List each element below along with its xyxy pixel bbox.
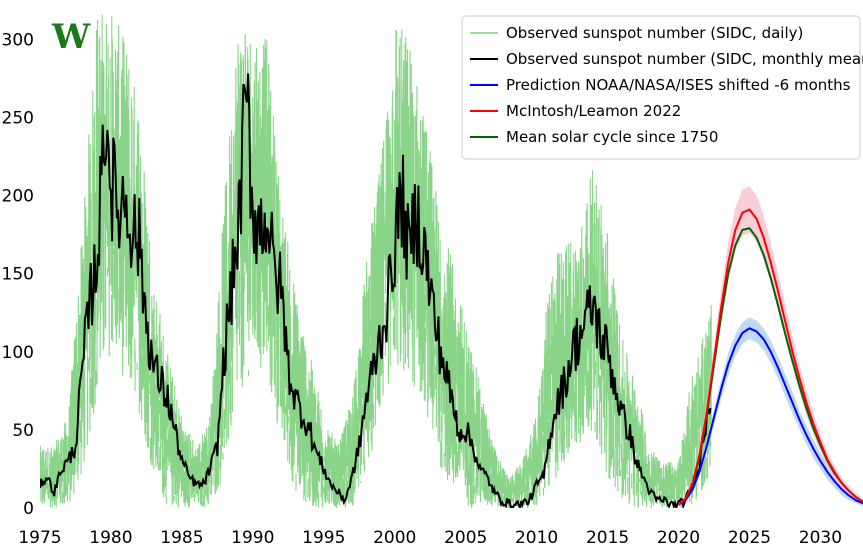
y-tick-label: 250	[2, 108, 34, 128]
x-tick-label: 1990	[231, 528, 274, 548]
x-tick-label: 2030	[799, 528, 842, 548]
legend-label: Observed sunspot number (SIDC, daily)	[506, 24, 803, 42]
x-tick-label: 2025	[728, 528, 771, 548]
series-group	[40, 14, 863, 508]
y-tick-label: 150	[2, 265, 34, 285]
y-tick-label: 0	[23, 499, 34, 519]
legend-label: Mean solar cycle since 1750	[506, 128, 718, 146]
series-monthly-mean	[40, 73, 712, 508]
legend-label: Prediction NOAA/NASA/ISES shifted -6 mon…	[506, 76, 851, 94]
band-3	[678, 186, 863, 507]
series-line-2	[677, 327, 863, 506]
series-line-3	[677, 208, 863, 506]
legend-label: McIntosh/Leamon 2022	[506, 102, 681, 120]
x-tick-label: 1980	[89, 528, 132, 548]
x-tick-label: 1985	[160, 528, 203, 548]
x-tick-label: 2015	[586, 528, 629, 548]
wikipedia-watermark: W	[51, 17, 91, 57]
y-tick-label: 200	[2, 187, 34, 207]
x-tick-label: 1995	[302, 528, 345, 548]
y-tick-label: 300	[2, 30, 34, 50]
legend-label: Observed sunspot number (SIDC, monthly m…	[506, 50, 863, 68]
x-tick-label: 2000	[373, 528, 416, 548]
x-tick-label: 1975	[18, 528, 61, 548]
legend-box	[461, 15, 861, 160]
x-tick-label: 2020	[657, 528, 700, 548]
plot-area	[40, 14, 863, 508]
axes: 1975 1980 1985 1990 1995 2000 2005 2010 2015 2020…	[2, 30, 842, 548]
x-tick-label: 2005	[444, 528, 487, 548]
y-tick-label: 50	[12, 421, 34, 441]
y-tick-label: 100	[2, 343, 34, 363]
legend: Observed sunspot number (SIDC, daily) Obs…	[461, 15, 863, 160]
band-2	[678, 317, 863, 507]
x-tick-label: 2010	[515, 528, 558, 548]
